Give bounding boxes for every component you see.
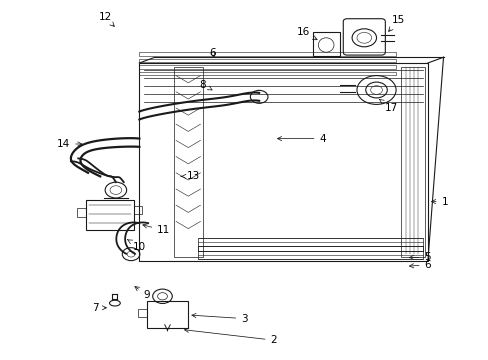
Bar	[138, 309, 146, 317]
Bar	[134, 206, 142, 213]
Bar	[400, 67, 425, 257]
Bar	[146, 301, 188, 328]
Text: 5: 5	[408, 252, 430, 262]
Text: 8: 8	[199, 80, 212, 90]
Text: 13: 13	[181, 171, 200, 181]
Bar	[312, 32, 339, 56]
Text: 7: 7	[92, 303, 106, 313]
Text: 17: 17	[379, 99, 397, 113]
Bar	[139, 72, 395, 75]
Text: 6: 6	[408, 260, 430, 270]
Text: 15: 15	[388, 15, 405, 31]
Text: 1: 1	[430, 197, 447, 207]
Text: 2: 2	[184, 328, 277, 345]
Text: 14: 14	[57, 139, 82, 149]
Bar	[139, 65, 395, 69]
Bar	[85, 200, 134, 230]
Bar	[77, 208, 85, 217]
Text: 12: 12	[98, 12, 114, 26]
Bar	[198, 246, 422, 259]
Text: 6: 6	[209, 48, 216, 58]
Text: 9: 9	[135, 287, 150, 300]
Text: 16: 16	[296, 27, 316, 40]
Text: 4: 4	[277, 134, 325, 144]
Bar	[139, 52, 395, 56]
Text: 3: 3	[191, 314, 247, 324]
Bar	[139, 59, 395, 62]
Bar	[198, 238, 422, 251]
Bar	[139, 63, 427, 261]
Text: 11: 11	[142, 224, 170, 235]
Text: 10: 10	[127, 240, 145, 252]
Bar	[173, 67, 203, 257]
